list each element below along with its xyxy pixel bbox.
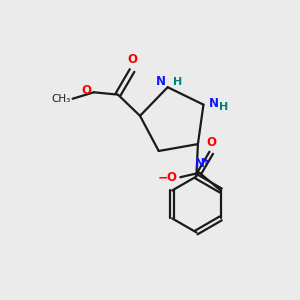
Text: O: O	[167, 171, 177, 184]
Text: O: O	[127, 53, 137, 66]
Text: H: H	[219, 102, 228, 112]
Text: CH₃: CH₃	[51, 94, 70, 104]
Text: O: O	[207, 136, 217, 149]
Text: N: N	[156, 75, 166, 88]
Text: H: H	[173, 77, 182, 87]
Text: N: N	[209, 97, 219, 110]
Text: −: −	[158, 171, 168, 184]
Text: N: N	[194, 157, 205, 170]
Text: O: O	[81, 84, 92, 97]
Text: +: +	[202, 156, 210, 166]
